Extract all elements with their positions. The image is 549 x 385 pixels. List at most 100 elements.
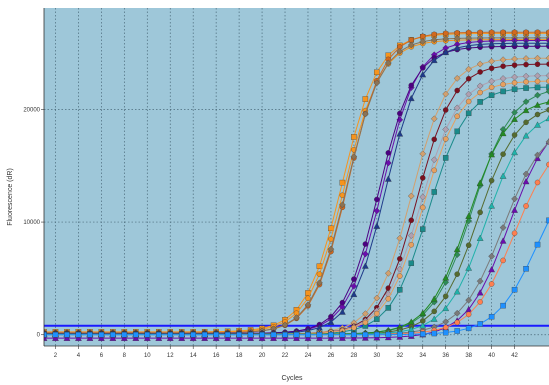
data-point: [477, 29, 483, 36]
data-point: [385, 150, 392, 156]
data-point: [396, 130, 404, 137]
data-point: [75, 331, 82, 338]
data-point: [476, 41, 484, 48]
data-point: [534, 39, 541, 46]
data-point: [339, 299, 346, 306]
data-point: [465, 29, 472, 36]
data-point: [178, 331, 185, 338]
data-point: [534, 29, 541, 35]
data-point: [293, 331, 300, 338]
data-point: [465, 311, 472, 318]
data-point: [384, 175, 392, 182]
data-point: [476, 277, 484, 285]
data-point: [477, 89, 483, 96]
data-point: [545, 98, 549, 105]
data-point: [374, 331, 380, 338]
data-point: [327, 318, 335, 325]
data-point: [419, 71, 427, 78]
data-point: [247, 331, 254, 338]
data-point: [500, 63, 506, 69]
data-point: [270, 331, 277, 338]
data-point: [373, 222, 381, 229]
y-axis-title: Fluorescence (dR): [7, 168, 14, 226]
data-point: [534, 101, 541, 108]
data-point: [293, 314, 300, 322]
x-tick-label: 36: [442, 353, 449, 359]
data-point: [373, 79, 381, 87]
data-point: [339, 201, 346, 209]
data-point: [511, 55, 518, 63]
data-point: [397, 287, 403, 293]
data-point: [522, 39, 530, 46]
data-point: [546, 161, 549, 168]
data-point: [454, 328, 460, 334]
data-point: [201, 331, 208, 338]
data-point: [419, 331, 426, 337]
data-point: [419, 33, 426, 40]
data-point: [499, 75, 507, 82]
data-point: [545, 114, 549, 122]
data-point: [373, 294, 381, 302]
x-axis-title: Cycles: [281, 375, 303, 382]
data-point: [499, 172, 507, 179]
data-point: [98, 331, 105, 338]
x-tick-label: 12: [167, 353, 174, 359]
data-point: [419, 65, 426, 71]
x-tick-label: 38: [465, 353, 472, 359]
x-tick-label: 8: [123, 353, 127, 359]
data-point: [339, 179, 346, 186]
data-point: [327, 245, 335, 253]
data-point: [500, 88, 506, 95]
data-point: [523, 61, 529, 68]
x-tick-label: 24: [305, 353, 312, 359]
data-point: [64, 331, 70, 338]
data-point: [442, 155, 449, 161]
data-point: [339, 308, 346, 315]
data-point: [442, 30, 449, 37]
data-point: [442, 90, 450, 98]
data-point: [545, 72, 549, 79]
data-point: [488, 151, 495, 158]
data-point: [350, 282, 358, 290]
data-point: [545, 88, 549, 95]
y-tick-label: 0: [37, 333, 41, 339]
data-point: [465, 296, 472, 304]
data-point: [121, 331, 128, 338]
data-point: [316, 331, 323, 338]
data-point: [362, 250, 369, 258]
data-point: [453, 44, 461, 51]
data-point: [374, 69, 380, 76]
data-point: [362, 110, 369, 118]
plot-background: [44, 8, 549, 346]
data-point: [511, 115, 518, 122]
data-point: [374, 316, 380, 322]
data-point: [454, 271, 460, 277]
data-point: [52, 331, 59, 338]
data-point: [373, 334, 381, 341]
data-point: [282, 331, 288, 338]
data-point: [500, 29, 506, 36]
data-point: [511, 29, 518, 35]
data-point: [477, 99, 483, 105]
data-point: [511, 62, 518, 68]
data-point: [431, 167, 437, 174]
data-point: [465, 212, 473, 219]
data-point: [213, 331, 219, 338]
data-point: [385, 331, 392, 338]
data-point: [476, 82, 484, 90]
data-point: [477, 69, 483, 75]
data-point: [511, 286, 518, 293]
data-point: [419, 193, 427, 201]
data-point: [385, 305, 392, 311]
data-point: [500, 151, 506, 157]
data-point: [397, 273, 403, 279]
x-tick-label: 6: [100, 353, 104, 359]
data-point: [476, 289, 484, 296]
data-point: [511, 86, 518, 93]
data-point: [523, 29, 529, 35]
data-point: [546, 217, 549, 224]
data-point: [488, 92, 495, 98]
data-point: [397, 331, 403, 338]
x-tick-label: 22: [282, 353, 289, 359]
